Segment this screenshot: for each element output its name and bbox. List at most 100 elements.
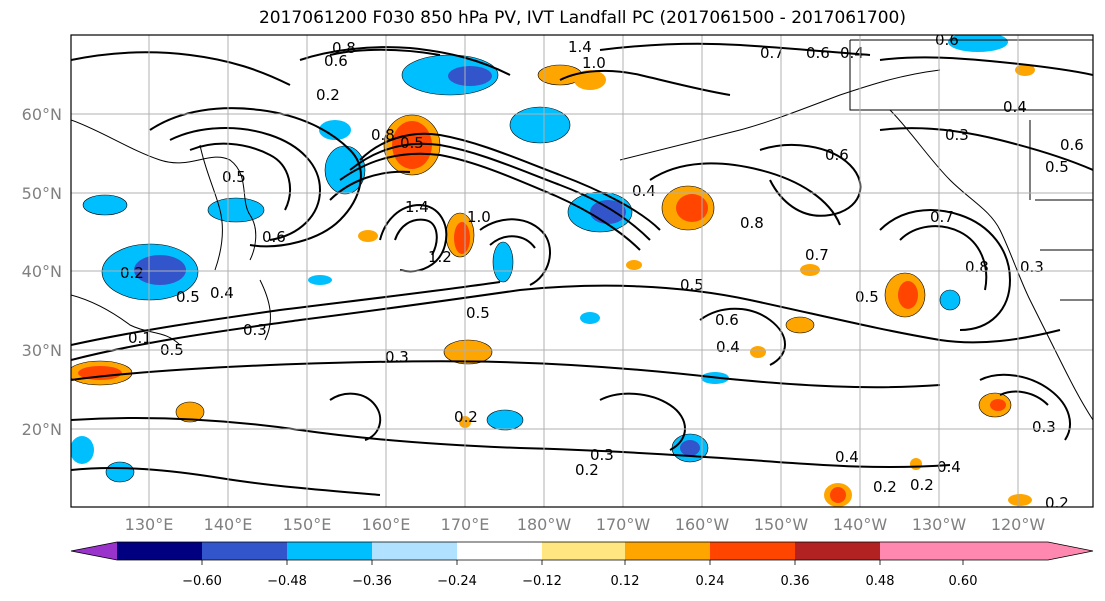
contour-label: 0.7 [930,208,954,226]
colorbar-segment [880,542,963,560]
colorbar-segment [202,542,287,560]
contour-label: 0.6 [324,52,348,70]
contour-label: 0.5 [1045,158,1069,176]
contour-label: 0.7 [805,246,829,264]
lat-label: 50°N [22,184,62,203]
lat-label: 40°N [22,262,62,281]
colorbar-tick-label: −0.48 [267,574,307,589]
lon-label: 130°E [125,515,174,534]
lon-label: 150°W [754,515,809,534]
contour-label: 0.3 [1032,418,1056,436]
contour-label: 0.8 [965,258,989,276]
contour-label: 1.0 [582,54,606,72]
contour-label: 0.1 [128,329,152,347]
contour-label: 0.7 [760,44,784,62]
contour-label: 0.4 [632,182,656,200]
lon-label: 170°E [441,515,490,534]
pv-contours [71,42,1093,496]
colorbar-extend-min [71,542,117,560]
contour-label: 0.2 [316,86,340,104]
contour-label: 0.4 [210,284,234,302]
lon-label: 130°W [912,515,967,534]
contour-label: 1.4 [405,198,429,216]
contour-label: 0.5 [680,276,704,294]
contour-label: 0.4 [937,458,961,476]
lat-label: 20°N [22,420,62,439]
contour-label: 0.5 [176,288,200,306]
lon-label: 160°E [362,515,411,534]
contour-label: 1.2 [428,248,452,266]
colorbar-tick-label: −0.24 [437,574,477,589]
colorbar-tick-label: −0.12 [522,574,562,589]
colorbar-segment [625,542,710,560]
colorbar-tick-label: 0.12 [611,574,640,589]
contour-label: 1.4 [568,38,592,56]
contour-label: 0.5 [400,134,424,152]
colorbar-segment [372,542,457,560]
contour-label: 0.8 [371,126,395,144]
lat-label: 60°N [22,105,62,124]
colorbar-segment [795,542,880,560]
colorbar-extend-max [963,542,1093,560]
colorbar-tick-label: 0.24 [696,574,725,589]
colorbar-tick-label: −0.60 [182,574,222,589]
map-area: 0.8 0.6 1.4 1.0 0.7 0.6 0.4 0.6 0.2 0.4 … [71,31,1093,512]
contour-label: 0.6 [262,228,286,246]
colorbar-ticks [201,560,964,565]
contour-label: 0.2 [454,408,478,426]
lat-label: 30°N [22,341,62,360]
contour-label: 0.5 [222,168,246,186]
contour-label: 0.2 [120,264,144,282]
contour-label: 0.3 [590,446,614,464]
contour-labels: 0.8 0.6 1.4 1.0 0.7 0.6 0.4 0.6 0.2 0.4 … [120,31,1084,512]
map-title: 2017061200 F030 850 hPa PV, IVT Landfall… [258,8,906,28]
lon-label: 160°W [675,515,730,534]
contour-label: 0.4 [716,338,740,356]
contour-label: 0.4 [840,44,864,62]
contour-label: 0.4 [835,448,859,466]
contour-label: 0.3 [945,126,969,144]
contour-label: 0.6 [806,44,830,62]
lon-label: 180°W [517,515,572,534]
colorbar-outline [70,541,1094,561]
lon-label: 150°E [283,515,332,534]
contour-label: 0.2 [1045,494,1069,512]
contour-label: 0.6 [825,146,849,164]
colorbar-segment [710,542,795,560]
contour-label: 0.3 [385,348,409,366]
longitude-labels: 130°E 140°E 150°E 160°E 170°E 180°W 170°… [125,515,1046,534]
colorbar-segment [117,542,202,560]
contour-label: 0.8 [332,39,356,57]
colorbar-tick-label: −0.36 [352,574,392,589]
lon-label: 170°W [596,515,651,534]
colorbar-tick-label: 0.60 [949,574,978,589]
colorbar-segment [457,542,542,560]
colorbar-tick-label: 0.48 [866,574,895,589]
contour-label: 0.2 [575,461,599,479]
latitude-labels: 60°N 50°N 40°N 30°N 20°N [22,105,62,439]
contour-label: 0.3 [243,321,267,339]
pv-shading [71,35,1035,507]
contour-label: 1.0 [467,208,491,226]
contour-label: 0.3 [1020,258,1044,276]
contour-label: 0.6 [715,311,739,329]
contour-label: 0.6 [935,31,959,49]
contour-label: 0.5 [466,304,490,322]
contour-label: 0.2 [873,478,897,496]
lon-label: 140°E [204,515,253,534]
lon-label: 120°W [991,515,1046,534]
map-frame [70,34,1094,508]
gridlines [71,35,1093,507]
contour-label: 0.4 [1003,98,1027,116]
colorbar-segment [287,542,372,560]
colorbar: −0.60 −0.48 −0.36 −0.24 −0.12 0.12 0.24 … [70,541,1094,589]
contour-label: 0.6 [1060,136,1084,154]
contour-label: 0.2 [910,476,934,494]
lon-label: 140°W [833,515,888,534]
colorbar-tick-label: 0.36 [781,574,810,589]
colorbar-segment [542,542,625,560]
contour-label: 0.5 [855,288,879,306]
contour-label: 0.8 [740,214,764,232]
coastlines [71,39,1093,421]
